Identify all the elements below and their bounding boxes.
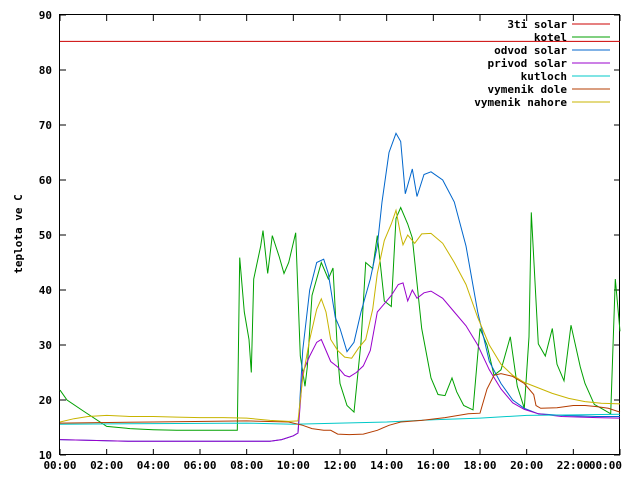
legend-label: kotel xyxy=(534,31,567,44)
y-tick-label: 30 xyxy=(39,339,52,352)
y-tick-label: 10 xyxy=(39,449,52,462)
x-tick-label: 22:00 xyxy=(557,459,590,472)
legend-label: privod solar xyxy=(488,57,568,70)
x-tick-label: 20:00 xyxy=(510,459,543,472)
x-tick-label: 16:00 xyxy=(417,459,450,472)
x-tick-label: 08:00 xyxy=(230,459,263,472)
x-tick-label: 02:00 xyxy=(90,459,123,472)
y-tick-label: 60 xyxy=(39,174,52,187)
y-tick-label: 90 xyxy=(39,9,52,22)
x-tick-label: 10:00 xyxy=(277,459,310,472)
series-line-vymenik-nahore xyxy=(59,208,621,423)
legend-label: 3ti solar xyxy=(507,18,567,31)
y-tick-label: 80 xyxy=(39,64,52,77)
series-group xyxy=(59,40,621,442)
y-tick-label: 20 xyxy=(39,394,52,407)
ticks: 10 20 30 40 50 60 70 80 90 00:00 02:00 04:00 06:00 08… xyxy=(39,9,622,472)
x-tick-label: 18:00 xyxy=(463,459,496,472)
x-tick-label: 14:00 xyxy=(370,459,403,472)
x-tick-label: 12:00 xyxy=(323,459,356,472)
x-tick-label: 04:00 xyxy=(137,459,170,472)
legend-label: vymenik nahore xyxy=(474,96,567,109)
series-line-kutloch xyxy=(59,413,621,425)
y-axis-label: teplota ve C xyxy=(12,194,25,273)
y-tick-label: 50 xyxy=(39,229,52,242)
y-tick-label: 70 xyxy=(39,119,52,132)
series-line-vymenik-dole xyxy=(59,373,621,436)
legend-label: vymenik dole xyxy=(488,83,568,96)
series-line-odvod-solar xyxy=(59,132,620,442)
x-tick-label: 00:00 xyxy=(589,459,622,472)
x-tick-label: 06:00 xyxy=(183,459,216,472)
series-line-kotel xyxy=(59,206,621,431)
y-tick-label: 40 xyxy=(39,284,52,297)
x-tick-label: 00:00 xyxy=(43,459,76,472)
legend-label: odvod solar xyxy=(494,44,567,57)
legend-label: kutloch xyxy=(521,70,567,83)
